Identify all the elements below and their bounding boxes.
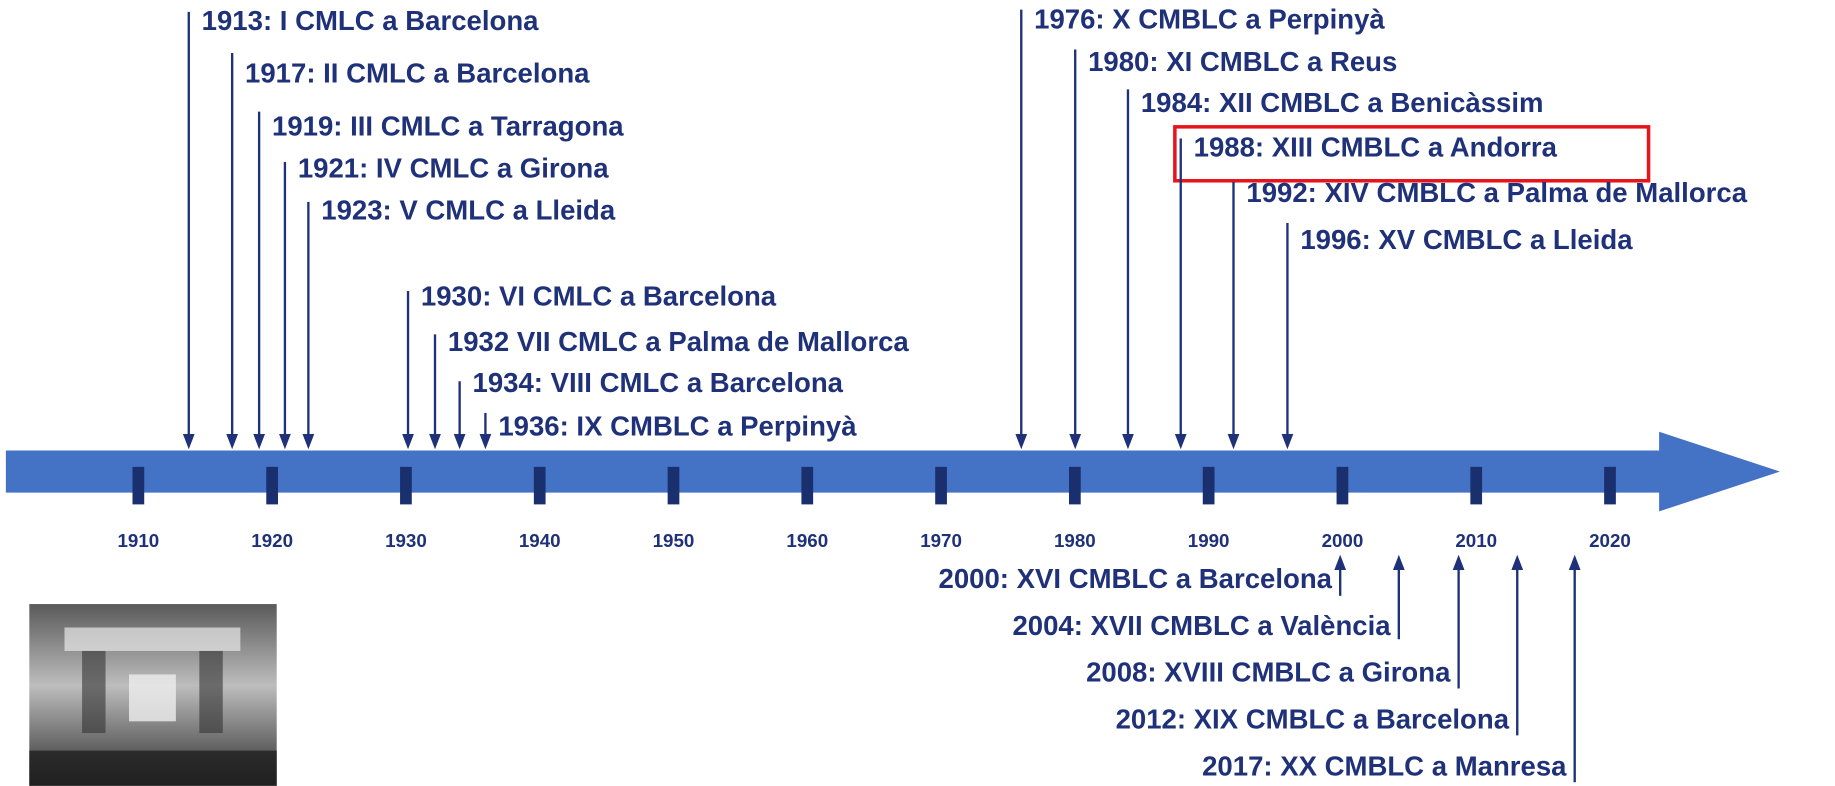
page: 1910 1920 1930 1940 1950 1960 1970 1980 1990 2000…	[0, 0, 1835, 786]
event-arrowhead	[303, 434, 315, 449]
decade-label: 1940	[519, 530, 561, 551]
event-arrowhead	[1453, 555, 1465, 570]
photo-audience	[29, 751, 276, 786]
decade-label: 1920	[251, 530, 293, 551]
event-label: 1976: X CMBLC a Perpinyà	[1034, 4, 1385, 35]
decade-marker	[534, 467, 546, 505]
event-label: 1936: IX CMBLC a Perpinyà	[498, 410, 857, 441]
decade-marker	[1069, 467, 1081, 505]
photo-drape	[82, 651, 105, 733]
decade-marker	[668, 467, 680, 505]
event-arrowhead	[1393, 555, 1405, 570]
event-arrowhead	[253, 434, 265, 449]
event-label: 1913: I CMLC a Barcelona	[202, 5, 539, 36]
decade-marker	[1604, 467, 1616, 505]
event-label: 1919: III CMLC a Tarragona	[272, 110, 624, 141]
event-arrowhead	[1069, 434, 1081, 449]
event-label: 1984: XII CMBLC a Benicàssim	[1141, 87, 1544, 118]
event-label: 2017: XX CMBLC a Manresa	[1202, 750, 1567, 781]
decade-marker	[1203, 467, 1215, 505]
event-arrowhead	[226, 434, 238, 449]
event-arrowhead	[1511, 555, 1523, 570]
decade-label: 1970	[920, 530, 962, 551]
event-arrowhead	[1282, 434, 1294, 449]
event-arrowhead	[1228, 434, 1240, 449]
photo-drape	[199, 651, 222, 733]
event-label: 2008: XVIII CMBLC a Girona	[1086, 657, 1451, 688]
decade-label: 1950	[653, 530, 695, 551]
event-label: 1996: XV CMBLC a Lleida	[1300, 224, 1633, 255]
event-arrowhead	[454, 434, 466, 449]
decade-marker	[1470, 467, 1482, 505]
event-arrowhead	[1334, 555, 1346, 570]
decade-label: 1960	[786, 530, 828, 551]
decade-label: 1980	[1054, 530, 1096, 551]
decade-marker	[1337, 467, 1349, 505]
decade-label: 2010	[1455, 530, 1497, 551]
event-label: 1932 VII CMLC a Palma de Mallorca	[448, 326, 910, 357]
event-label: 1921: IV CMLC a Girona	[298, 153, 609, 184]
event-label: 1930: VI CMLC a Barcelona	[421, 280, 777, 311]
decade-marker	[400, 467, 412, 505]
decade-marker	[801, 467, 813, 505]
event-label: 1934: VIII CMLC a Barcelona	[473, 367, 844, 398]
event-label: 2012: XIX CMBLC a Barcelona	[1116, 704, 1510, 735]
event-arrowhead	[402, 434, 414, 449]
event-arrowhead	[1175, 434, 1187, 449]
decade-marker	[266, 467, 278, 505]
timeline-diagram: 1910 1920 1930 1940 1950 1960 1970 1980 1990 2000…	[0, 0, 1835, 786]
decade-marker	[935, 467, 947, 505]
event-arrowhead	[1569, 555, 1581, 570]
decade-label: 2020	[1589, 530, 1631, 551]
decade-label: 1990	[1188, 530, 1230, 551]
photo-canopy	[64, 628, 240, 651]
decade-label: 1930	[385, 530, 427, 551]
event-arrowhead	[183, 434, 195, 449]
event-arrowhead	[480, 434, 492, 449]
event-label: 2000: XVI CMBLC a Barcelona	[939, 563, 1333, 594]
event-label: 1988: XIII CMBLC a Andorra	[1194, 131, 1558, 162]
event-label: 1980: XI CMBLC a Reus	[1088, 46, 1397, 77]
photo	[29, 604, 276, 786]
decade-label: 1910	[117, 530, 159, 551]
event-arrowhead	[1122, 434, 1134, 449]
event-label: 1923: V CMLC a Lleida	[321, 195, 616, 226]
decade-marker	[132, 467, 144, 505]
event-label: 1917: II CMLC a Barcelona	[245, 58, 590, 89]
event-label: 2004: XVII CMBLC a València	[1012, 610, 1391, 641]
event-label: 1992: XIV CMBLC a Palma de Mallorca	[1246, 177, 1747, 208]
event-arrowhead	[429, 434, 441, 449]
photo-stage	[129, 674, 176, 721]
event-arrowhead	[1015, 434, 1027, 449]
decade-label: 2000	[1322, 530, 1364, 551]
event-arrowhead	[279, 434, 291, 449]
